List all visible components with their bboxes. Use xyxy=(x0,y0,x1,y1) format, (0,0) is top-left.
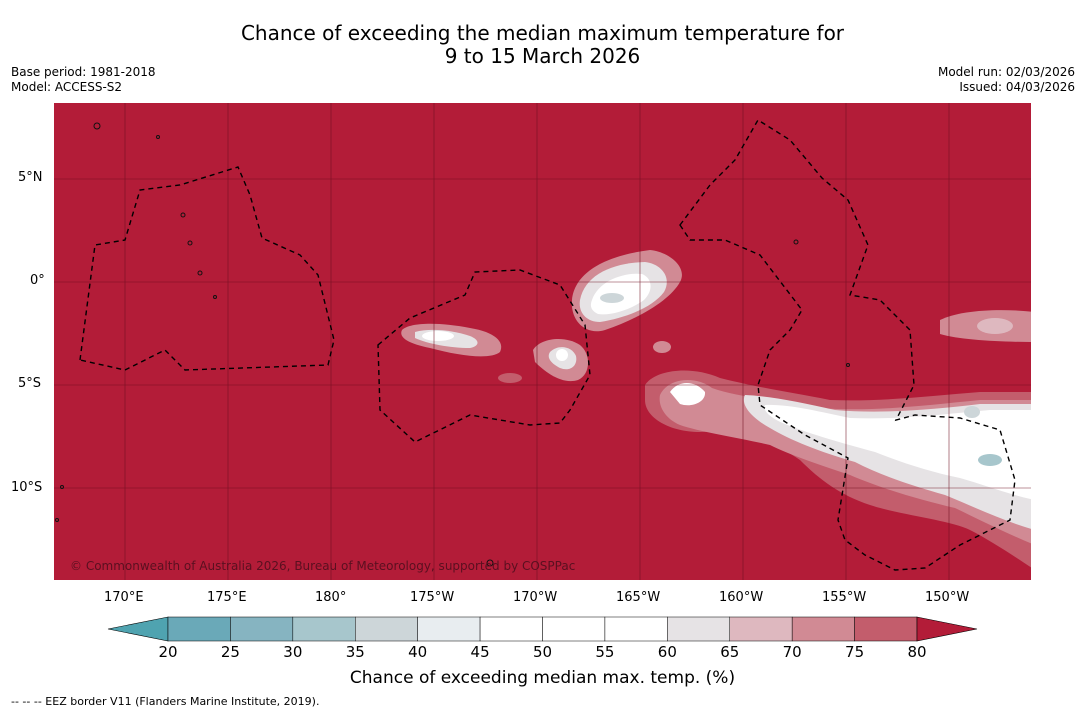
colorbar-segment xyxy=(604,616,668,642)
chart-title-line1: Chance of exceeding the median maximum t… xyxy=(240,21,845,45)
colorbar-tick-label: 60 xyxy=(657,643,677,661)
colorbar-segment xyxy=(542,616,606,642)
model-run: Model run: 02/03/2026 xyxy=(937,65,1075,79)
colorbar-tick-label: 20 xyxy=(158,643,178,661)
lat-label-0: 0° xyxy=(30,273,45,288)
colorbar-segment xyxy=(417,616,481,642)
colorbar-segment xyxy=(479,616,543,642)
colorbar-tick-label: 50 xyxy=(532,643,553,661)
model-name: Model: ACCESS-S2 xyxy=(11,80,123,94)
anomaly-patch-west xyxy=(401,323,502,357)
colorbar-over-arrow xyxy=(916,616,978,642)
colorbar-segment xyxy=(167,616,231,642)
colorbar-segment xyxy=(230,616,294,642)
colorbar-tick-label: 65 xyxy=(720,643,740,661)
lon-label-150w: 150°W xyxy=(925,590,970,605)
lon-label-175e: 175°E xyxy=(207,590,247,605)
colorbar-tick-label: 30 xyxy=(283,643,303,661)
lon-label-160w: 160°W xyxy=(719,590,764,605)
lon-label-170e: 170°E xyxy=(104,590,144,605)
lon-label-170w: 170°W xyxy=(513,590,558,605)
lon-label-155w: 155°W xyxy=(822,590,867,605)
eez-legend-footnote: -- -- -- EEZ border V11 (Flanders Marine… xyxy=(11,695,320,708)
base-period: Base period: 1981-2018 xyxy=(11,65,156,79)
colorbar-tick-label: 70 xyxy=(782,643,802,661)
lat-label-5n: 5°N xyxy=(18,170,43,185)
issued-date: Issued: 04/03/2026 xyxy=(959,80,1075,94)
colorbar-tick-label: 80 xyxy=(907,643,927,661)
colorbar-tick-label: 35 xyxy=(345,643,365,661)
colorbar-segment xyxy=(729,616,793,642)
colorbar-under-arrow xyxy=(107,616,169,642)
colorbar-segment xyxy=(667,616,730,642)
colorbar-segment xyxy=(355,616,418,642)
anomaly-patch-central xyxy=(498,338,671,383)
colorbar-title: Chance of exceeding median max. temp. (%… xyxy=(349,668,736,688)
colorbar-segment xyxy=(854,616,918,642)
colorbar-tick-label: 55 xyxy=(595,643,615,661)
colorbar-segment xyxy=(292,616,356,642)
chart-title-line2: 9 to 15 March 2026 xyxy=(444,44,641,68)
islands xyxy=(55,122,850,567)
lon-label-175w: 175°W xyxy=(410,590,455,605)
colorbar-tick-label: 45 xyxy=(470,643,490,661)
lon-label-180: 180° xyxy=(315,590,347,605)
lat-label-5s: 5°S xyxy=(18,376,42,391)
lon-label-165w: 165°W xyxy=(616,590,661,605)
copyright-text: © Commonwealth of Australia 2026, Bureau… xyxy=(70,559,575,573)
anomaly-patch-north-central xyxy=(571,250,682,332)
colorbar xyxy=(107,616,978,642)
colorbar-tick-label: 25 xyxy=(220,643,240,661)
eez-borders xyxy=(79,119,1016,571)
lat-label-10s: 10°S xyxy=(11,480,43,495)
colorbar-tick-label: 40 xyxy=(408,643,428,661)
graticule xyxy=(54,103,1031,580)
anomaly-patch-east xyxy=(645,310,1031,568)
colorbar-segment xyxy=(791,616,855,642)
colorbar-tick-label: 75 xyxy=(845,643,865,661)
